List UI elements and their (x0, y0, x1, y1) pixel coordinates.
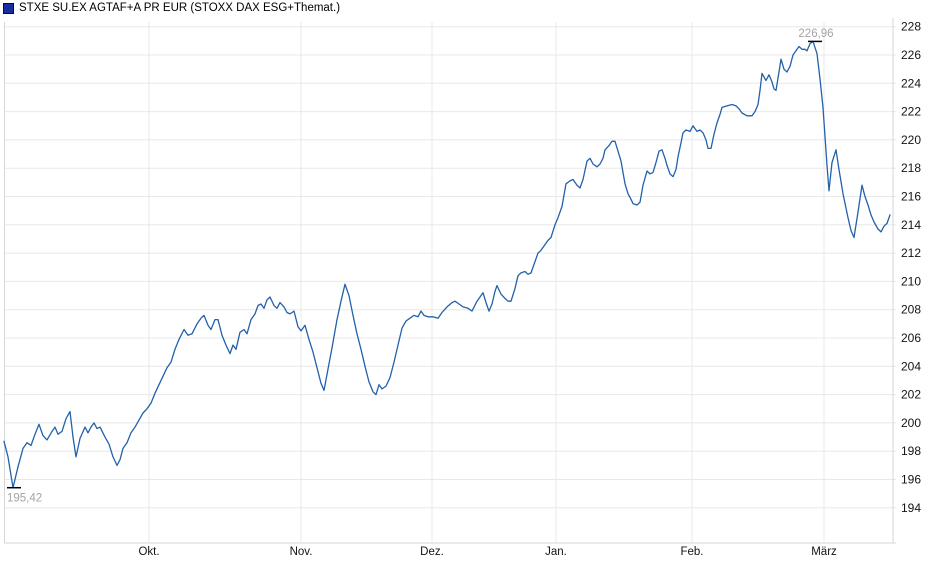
y-axis-tick-label: 202 (901, 388, 921, 402)
x-axis-tick-label: Jan. (545, 546, 567, 558)
y-axis-tick-label: 214 (901, 218, 921, 232)
high-value-label: 226,96 (798, 28, 833, 40)
y-axis-tick-label: 218 (901, 161, 921, 175)
low-value-label: 195,42 (7, 493, 42, 505)
y-axis-tick-label: 204 (901, 359, 921, 373)
y-axis-tick-label: 198 (901, 444, 921, 458)
y-axis-tick-label: 216 (901, 190, 921, 204)
price-line (3, 40, 891, 489)
y-axis-tick-label: 220 (901, 133, 921, 147)
x-axis-tick-label: März (811, 546, 837, 558)
y-axis-tick-label: 208 (901, 303, 921, 317)
x-axis-tick-label: Nov. (290, 546, 313, 558)
y-axis-tick-label: 210 (901, 274, 921, 288)
y-axis-tick-label: 224 (901, 76, 921, 90)
chart-title: STXE SU.EX AGTAF+A PR EUR (STOXX DAX ESG… (19, 2, 341, 14)
x-axis-tick-label: Okt. (138, 546, 159, 558)
y-axis-tick-label: 226 (901, 48, 921, 62)
x-axis-tick-label: Dez. (420, 546, 444, 558)
legend-color-swatch-icon (3, 2, 14, 14)
chart-legend: STXE SU.EX AGTAF+A PR EUR (STOXX DAX ESG… (3, 2, 340, 14)
y-axis-tick-label: 194 (901, 501, 921, 515)
y-axis-tick-label: 196 (901, 473, 921, 487)
y-axis-tick-label: 200 (901, 416, 921, 430)
y-axis-tick-label: 222 (901, 105, 921, 119)
y-axis-tick-label: 228 (901, 20, 921, 34)
y-axis-tick-label: 212 (901, 246, 921, 260)
x-axis-tick-label: Feb. (680, 546, 703, 558)
y-axis-tick-label: 206 (901, 331, 921, 345)
